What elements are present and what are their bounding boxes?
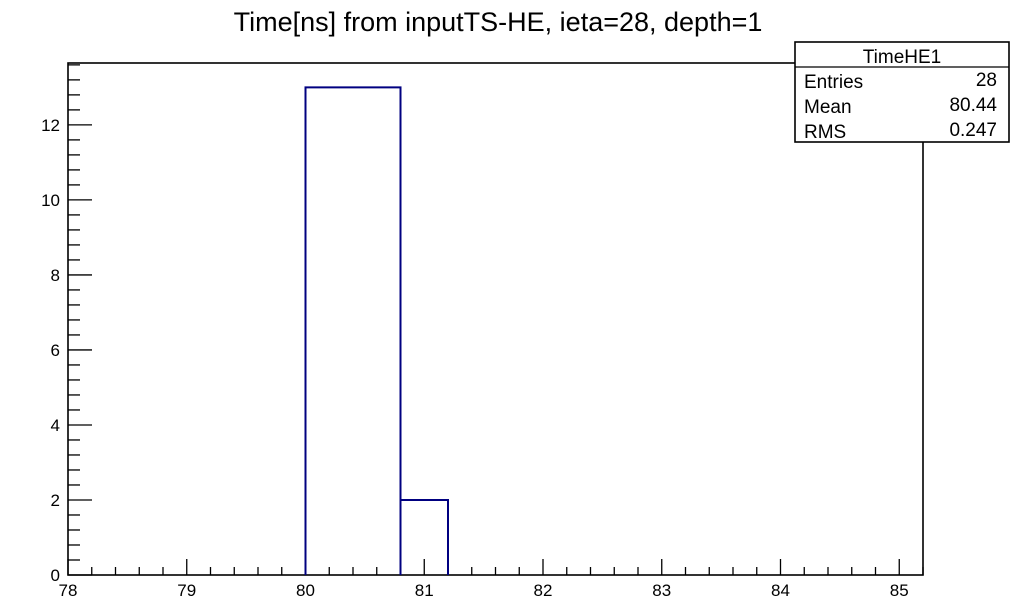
x-tick-label: 79 [177, 581, 196, 600]
y-tick-label: 12 [41, 116, 60, 135]
chart-title: Time[ns] from inputTS-HE, ieta=28, depth… [234, 7, 763, 37]
y-tick-label: 10 [41, 191, 60, 210]
stats-mean-value: 80.44 [949, 95, 997, 116]
stats-entries-value: 28 [976, 70, 997, 91]
stats-box-frame [794, 41, 1010, 143]
stats-title: TimeHE1 [863, 47, 941, 68]
x-tick-label: 82 [534, 581, 553, 600]
x-tick-label: 85 [890, 581, 909, 600]
x-tick-label: 83 [652, 581, 671, 600]
histogram-bin [304, 86, 402, 575]
histogram-bin [399, 498, 449, 575]
y-axis: 0 2 4 6 8 10 12 [41, 64, 92, 585]
y-tick-label: 8 [51, 266, 60, 285]
stats-rms-label: RMS [804, 122, 846, 143]
x-tick-label: 78 [59, 581, 78, 600]
x-tick-label: 81 [415, 581, 434, 600]
histogram-bars [304, 86, 449, 575]
stats-mean-label: Mean [804, 97, 852, 118]
x-tick-label: 84 [771, 581, 790, 600]
x-tick-label: 80 [296, 581, 315, 600]
y-tick-label: 6 [51, 341, 60, 360]
y-tick-label: 4 [51, 416, 60, 435]
y-tick-label: 0 [51, 566, 60, 585]
x-axis: 78 79 80 81 82 83 84 85 [59, 559, 924, 600]
stats-rms-value: 0.247 [949, 120, 997, 141]
stats-entries-label: Entries [804, 72, 863, 93]
stats-box: TimeHE1 Entries 28 Mean 80.44 RMS 0.247 [794, 41, 1010, 143]
y-tick-label: 2 [51, 491, 60, 510]
